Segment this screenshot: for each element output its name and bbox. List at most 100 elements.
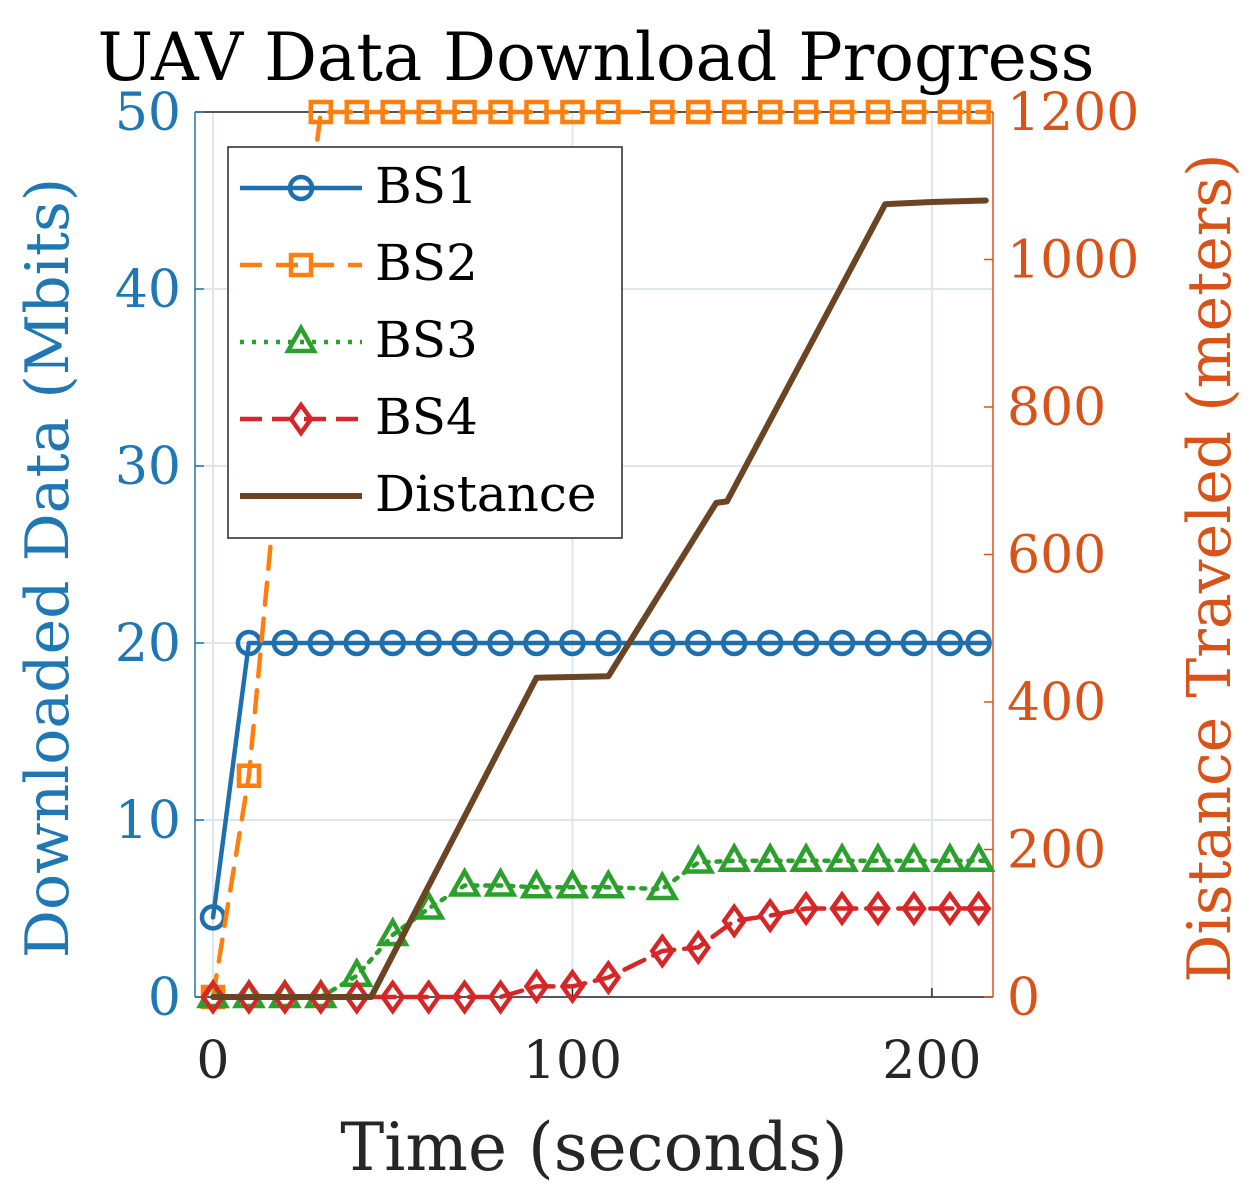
marker-bs1 xyxy=(756,629,784,657)
marker-bs2 xyxy=(488,99,513,125)
marker-bs3 xyxy=(555,868,590,899)
left-axis-ticks: 0 10 20 30 40 50 xyxy=(115,83,204,1028)
x-tick-label: 0 xyxy=(196,1031,229,1091)
legend-marker-bs1 xyxy=(287,174,315,202)
marker-bs1 xyxy=(559,629,586,657)
legend-marker-bs3 xyxy=(284,323,318,354)
marker-bs4 xyxy=(451,979,478,1015)
marker-bs4 xyxy=(487,979,514,1015)
marker-bs1 xyxy=(965,629,992,657)
x-tick-label: 200 xyxy=(882,1031,981,1091)
marker-bs2 xyxy=(650,99,675,125)
marker-bs1 xyxy=(828,629,856,657)
marker-bs4 xyxy=(721,903,747,939)
right-axis-ticks: 0 200 400 600 800 1000 1200 xyxy=(984,83,1139,1028)
marker-bs4 xyxy=(559,968,586,1005)
marker-bs4 xyxy=(595,959,622,996)
marker-bs2 xyxy=(596,99,621,125)
marker-bs3 xyxy=(789,842,823,872)
marker-bs3 xyxy=(681,843,716,874)
marker-bs4 xyxy=(200,979,226,1015)
marker-bs1 xyxy=(451,629,478,657)
marker-bs1 xyxy=(235,629,263,657)
marker-bs3 xyxy=(825,842,859,872)
marker-bs1 xyxy=(649,629,676,657)
marker-bs1 xyxy=(379,629,406,657)
marker-bs1 xyxy=(936,629,964,657)
marker-bs2 xyxy=(793,99,819,125)
series-bs3 xyxy=(196,842,996,1009)
marker-bs4 xyxy=(523,968,550,1005)
marker-bs1 xyxy=(595,629,622,657)
marker-bs1 xyxy=(415,629,442,657)
marker-bs2 xyxy=(829,99,855,125)
series-line-bs3 xyxy=(210,858,989,1000)
marker-bs2 xyxy=(685,99,711,125)
marker-bs4 xyxy=(343,979,370,1015)
left-tick-label: 40 xyxy=(115,260,181,320)
marker-bs4 xyxy=(965,890,992,927)
marker-bs3 xyxy=(519,868,554,899)
marker-bs3 xyxy=(375,916,410,947)
marker-bs1 xyxy=(864,629,892,657)
left-axis-label: Downloaded Data (Mbits) xyxy=(13,178,83,958)
marker-bs4 xyxy=(308,979,334,1015)
marker-bs4 xyxy=(793,890,819,927)
legend: BS1 BS2 BS3 BS4 Distance xyxy=(227,146,623,539)
marker-bs2 xyxy=(757,99,783,125)
marker-bs1 xyxy=(720,629,748,657)
legend-label-bs1: BS1 xyxy=(375,157,478,215)
legend-label-bs2: BS2 xyxy=(375,234,478,292)
marker-bs2 xyxy=(721,99,747,125)
marker-bs2 xyxy=(560,99,585,125)
series-distance xyxy=(210,197,989,1000)
legend-marker-bs2 xyxy=(288,252,314,278)
right-tick-label: 400 xyxy=(1007,673,1106,733)
series-bs1 xyxy=(199,629,992,931)
marker-bs3 xyxy=(961,842,996,872)
marker-bs1 xyxy=(523,629,550,657)
marker-bs3 xyxy=(483,866,518,897)
marker-bs2 xyxy=(524,99,549,125)
left-tick-label: 20 xyxy=(115,614,181,674)
marker-bs2 xyxy=(416,99,441,125)
right-tick-label: 600 xyxy=(1007,526,1106,586)
x-axis-label: Time (seconds) xyxy=(340,1109,848,1186)
marker-bs3 xyxy=(933,842,967,872)
marker-bs3 xyxy=(717,842,752,872)
marker-bs4 xyxy=(865,890,891,927)
marker-bs4 xyxy=(236,979,262,1015)
marker-bs2 xyxy=(452,99,477,125)
marker-bs4 xyxy=(379,979,406,1015)
marker-bs2 xyxy=(380,99,405,125)
marker-bs1 xyxy=(900,629,928,657)
marker-bs2 xyxy=(865,99,891,125)
legend-label-bs3: BS3 xyxy=(375,311,478,369)
marker-bs4 xyxy=(829,890,855,927)
marker-bs2 xyxy=(937,99,963,125)
left-tick-label: 0 xyxy=(148,968,181,1028)
marker-bs2 xyxy=(308,99,334,125)
marker-bs3 xyxy=(447,866,482,897)
marker-bs3 xyxy=(411,889,446,920)
legend-marker-bs4 xyxy=(288,401,314,437)
series-bs2 xyxy=(200,99,991,1010)
x-tick-label: 100 xyxy=(523,1031,622,1091)
left-tick-label: 30 xyxy=(115,437,181,497)
right-axis-label: Distance Traveled (meters) xyxy=(1175,153,1245,982)
right-tick-label: 0 xyxy=(1007,968,1040,1028)
legend-samples xyxy=(240,174,362,499)
series-line-distance xyxy=(210,197,989,1000)
marker-bs3 xyxy=(753,842,787,872)
marker-bs2 xyxy=(901,99,927,125)
marker-bs2 xyxy=(236,763,262,788)
marker-bs3 xyxy=(591,868,626,899)
right-tick-label: 1200 xyxy=(1007,83,1139,143)
marker-bs3 xyxy=(645,870,680,901)
marker-bs4 xyxy=(415,979,442,1015)
right-tick-label: 800 xyxy=(1007,378,1106,438)
right-tick-label: 200 xyxy=(1007,821,1106,881)
marker-bs4 xyxy=(901,890,927,927)
marker-bs1 xyxy=(684,629,712,657)
